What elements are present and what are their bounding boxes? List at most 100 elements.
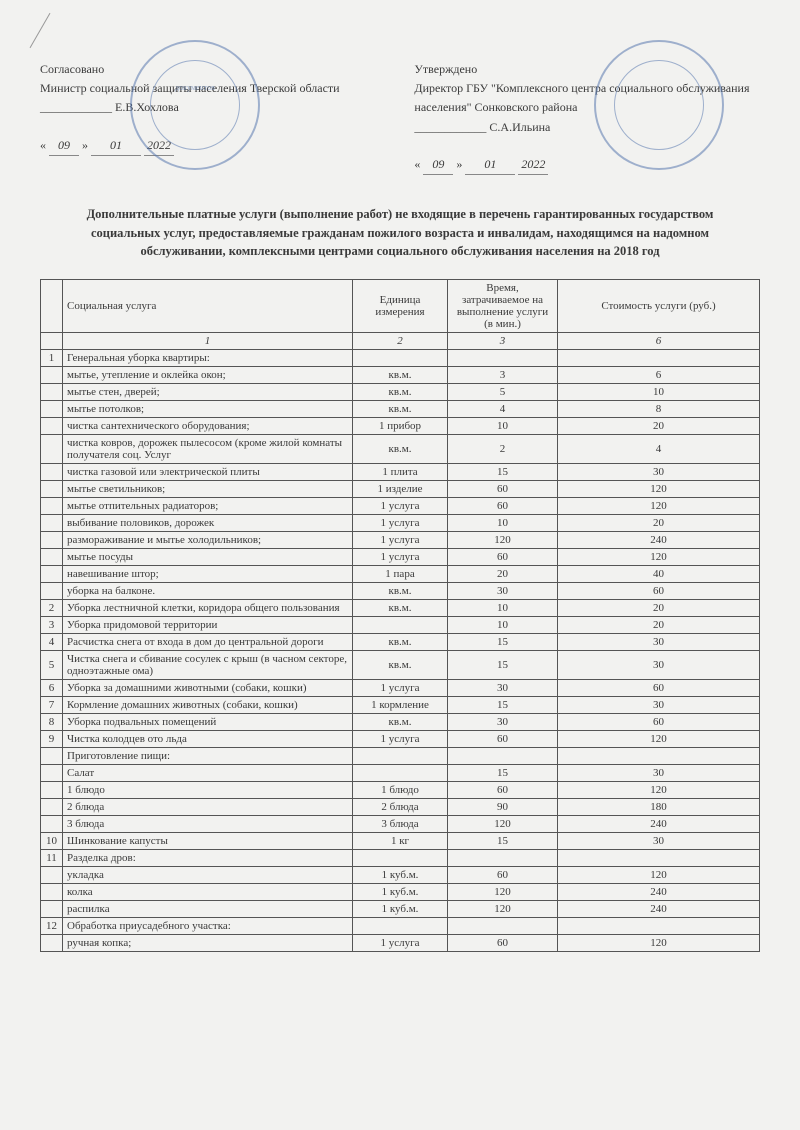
- cell-cost: 20: [558, 418, 760, 435]
- cell-unit: 1 услуга: [353, 515, 448, 532]
- right-name: С.А.Ильина: [489, 120, 550, 134]
- hn-1: 1: [63, 333, 353, 350]
- cell-service: Генеральная уборка квартиры:: [63, 350, 353, 367]
- cell-service: мытье посуды: [63, 549, 353, 566]
- document-title: Дополнительные платные услуги (выполнени…: [70, 205, 730, 261]
- table-row: 11Разделка дров:: [41, 850, 760, 867]
- cell-unit: 1 услуга: [353, 731, 448, 748]
- cell-time: 60: [448, 935, 558, 952]
- cell-time: 15: [448, 634, 558, 651]
- cell-time: 20: [448, 566, 558, 583]
- cell-time: 4: [448, 401, 558, 418]
- cell-service: колка: [63, 884, 353, 901]
- cell-unit: 1 услуга: [353, 549, 448, 566]
- header-num: [41, 280, 63, 333]
- cell-time: 15: [448, 833, 558, 850]
- cell-service: ручная копка;: [63, 935, 353, 952]
- cell-unit: 1 куб.м.: [353, 867, 448, 884]
- cell-time: 3: [448, 367, 558, 384]
- cell-num: 5: [41, 651, 63, 680]
- cell-unit: 1 услуга: [353, 680, 448, 697]
- cell-num: [41, 935, 63, 952]
- cell-service: Салат: [63, 765, 353, 782]
- cell-cost: 120: [558, 731, 760, 748]
- table-row: Салат1530: [41, 765, 760, 782]
- document-page: документов Согласовано Министр социально…: [0, 0, 800, 972]
- cell-cost: 120: [558, 481, 760, 498]
- cell-service: Обработка приусадебного участка:: [63, 918, 353, 935]
- cell-time: 5: [448, 384, 558, 401]
- cell-time: 10: [448, 418, 558, 435]
- table-row: 5Чистка снега и сбивание сосулек с крыш …: [41, 651, 760, 680]
- cell-num: [41, 401, 63, 418]
- table-row: мытье отпительных радиаторов;1 услуга601…: [41, 498, 760, 515]
- cell-unit: кв.м.: [353, 401, 448, 418]
- cell-num: [41, 867, 63, 884]
- cell-time: 60: [448, 549, 558, 566]
- cell-service: выбивание половиков, дорожек: [63, 515, 353, 532]
- cell-num: 9: [41, 731, 63, 748]
- cell-time: 15: [448, 651, 558, 680]
- cell-num: 11: [41, 850, 63, 867]
- table-row: чистка газовой или электрической плиты1 …: [41, 464, 760, 481]
- cell-time: 30: [448, 583, 558, 600]
- cell-service: мытье потолков;: [63, 401, 353, 418]
- cell-time: [448, 850, 558, 867]
- cell-cost: 20: [558, 617, 760, 634]
- cell-time: 120: [448, 816, 558, 833]
- cell-num: [41, 435, 63, 464]
- table-row: мытье светильников;1 изделие60120: [41, 481, 760, 498]
- table-row: 1 блюдо1 блюдо60120: [41, 782, 760, 799]
- cell-service: уборка на балконе.: [63, 583, 353, 600]
- cell-unit: кв.м.: [353, 384, 448, 401]
- cell-unit: кв.м.: [353, 367, 448, 384]
- table-row: 9Чистка колодцев ото льда1 услуга60120: [41, 731, 760, 748]
- cell-cost: 120: [558, 498, 760, 515]
- cell-num: 2: [41, 600, 63, 617]
- cell-num: [41, 418, 63, 435]
- cell-unit: [353, 765, 448, 782]
- table-row: 6Уборка за домашними животными (собаки, …: [41, 680, 760, 697]
- hn-2: 2: [353, 333, 448, 350]
- cell-time: 10: [448, 600, 558, 617]
- services-table: Социальная услуга Единица измерения Врем…: [40, 279, 760, 952]
- cell-unit: 1 кг: [353, 833, 448, 850]
- cell-num: 7: [41, 697, 63, 714]
- cell-cost: 30: [558, 634, 760, 651]
- table-row: мытье потолков;кв.м.48: [41, 401, 760, 418]
- cell-num: [41, 498, 63, 515]
- cell-service: Уборка за домашними животными (собаки, к…: [63, 680, 353, 697]
- cell-cost: 8: [558, 401, 760, 418]
- cell-num: [41, 901, 63, 918]
- table-row: 10Шинкование капусты1 кг1530: [41, 833, 760, 850]
- cell-service: мытье, утепление и оклейка окон;: [63, 367, 353, 384]
- cell-cost: 120: [558, 782, 760, 799]
- approval-left-block: документов Согласовано Министр социально…: [40, 60, 386, 175]
- cell-service: Шинкование капусты: [63, 833, 353, 850]
- cell-num: 4: [41, 634, 63, 651]
- approval-right-block: Утверждено Директор ГБУ "Комплексного це…: [414, 60, 760, 175]
- cell-service: Приготовление пищи:: [63, 748, 353, 765]
- cell-num: [41, 748, 63, 765]
- table-body: 1Генеральная уборка квартиры:мытье, утеп…: [41, 350, 760, 952]
- cell-unit: [353, 850, 448, 867]
- table-row: размораживание и мытье холодильников;1 у…: [41, 532, 760, 549]
- right-month: 01: [465, 155, 515, 175]
- left-month: 01: [91, 136, 141, 156]
- table-row: ручная копка;1 услуга60120: [41, 935, 760, 952]
- cell-unit: 2 блюда: [353, 799, 448, 816]
- cell-cost: [558, 350, 760, 367]
- header-number-row: 1 2 3 6: [41, 333, 760, 350]
- cell-service: чистка газовой или электрической плиты: [63, 464, 353, 481]
- cell-unit: кв.м.: [353, 435, 448, 464]
- cell-unit: 1 блюдо: [353, 782, 448, 799]
- cell-time: 15: [448, 765, 558, 782]
- cell-service: Разделка дров:: [63, 850, 353, 867]
- header-time: Время, затрачиваемое на выполнение услуг…: [448, 280, 558, 333]
- cell-num: 10: [41, 833, 63, 850]
- table-header: Социальная услуга Единица измерения Врем…: [41, 280, 760, 350]
- cell-num: [41, 765, 63, 782]
- table-row: 7Кормление домашних животных (собаки, ко…: [41, 697, 760, 714]
- table-row: чистка сантехнического оборудования;1 пр…: [41, 418, 760, 435]
- cell-num: [41, 583, 63, 600]
